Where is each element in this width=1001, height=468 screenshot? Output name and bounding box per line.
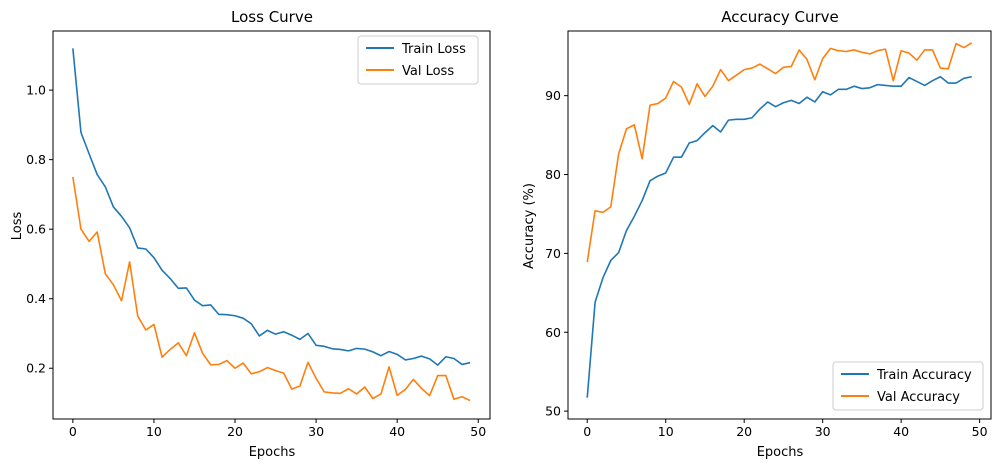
loss-x-tick-label: 20	[227, 424, 243, 439]
legend-label-train-accuracy: Train Accuracy	[876, 368, 972, 383]
accuracy-chart-ylabel: Accuracy (%)	[522, 183, 537, 269]
loss-y-tick-label: 0.8	[26, 152, 46, 167]
loss-chart-ylabel: Loss	[10, 212, 25, 241]
loss-y-tick-label: 0.2	[26, 361, 46, 376]
loss-x-tick-label: 10	[146, 424, 162, 439]
legend-label-val-loss: Val Loss	[402, 64, 454, 79]
accuracy-x-tick-label: 40	[893, 424, 909, 439]
loss-chart-legend: Train Loss Val Loss	[357, 35, 479, 85]
accuracy-chart-xlabel: Epochs	[757, 445, 804, 460]
accuracy-y-tick-label: 70	[545, 246, 561, 261]
accuracy-y-tick-label: 80	[545, 167, 561, 182]
accuracy-x-tick-label: 50	[972, 424, 988, 439]
accuracy-y-tick-label: 90	[545, 88, 561, 103]
accuracy-chart-title: Accuracy Curve	[721, 8, 839, 26]
legend-label-train-loss: Train Loss	[401, 42, 466, 57]
accuracy-x-tick-label: 20	[736, 424, 752, 439]
accuracy-x-tick-label: 0	[583, 424, 591, 439]
loss-x-tick-label: 50	[470, 424, 486, 439]
loss-chart: Loss Curve Epochs Loss 0 10 20 30 40 50 0.2 0.4…	[10, 8, 491, 460]
loss-chart-axes-frame	[52, 30, 491, 420]
loss-y-tick-label: 1.0	[26, 83, 46, 98]
series-line-val-accuracy	[586, 42, 973, 263]
accuracy-chart-axes-frame	[567, 30, 992, 420]
series-line-train-accuracy	[586, 75, 972, 398]
accuracy-y-tick-label: 50	[545, 404, 561, 419]
accuracy-chart-legend: Train Accuracy Val Accuracy	[832, 361, 984, 411]
loss-chart-plot-area: 0 10 20 30 40 50 0.2 0.4 0.6 0.8 1.0	[26, 30, 491, 439]
loss-x-tick-label: 0	[69, 424, 77, 439]
loss-chart-title: Loss Curve	[231, 8, 313, 26]
loss-x-tick-label: 30	[308, 424, 324, 439]
loss-x-tick-label: 40	[389, 424, 405, 439]
loss-chart-xlabel: Epochs	[249, 445, 296, 460]
accuracy-chart-plot-area: 0 10 20 30 40 50 50 60 70 80 90	[545, 30, 992, 439]
accuracy-x-tick-label: 10	[658, 424, 674, 439]
loss-y-tick-label: 0.6	[26, 222, 46, 237]
series-line-val-loss	[72, 176, 471, 402]
accuracy-chart-legend-box	[832, 361, 984, 411]
legend-label-val-accuracy: Val Accuracy	[877, 390, 960, 405]
accuracy-chart: Accuracy Curve Epochs Accuracy (%) 0 10 20…	[522, 8, 992, 460]
accuracy-y-tick-label: 60	[545, 325, 561, 340]
loss-y-tick-label: 0.4	[26, 291, 46, 306]
series-line-train-loss	[72, 48, 471, 366]
accuracy-x-tick-label: 30	[815, 424, 831, 439]
